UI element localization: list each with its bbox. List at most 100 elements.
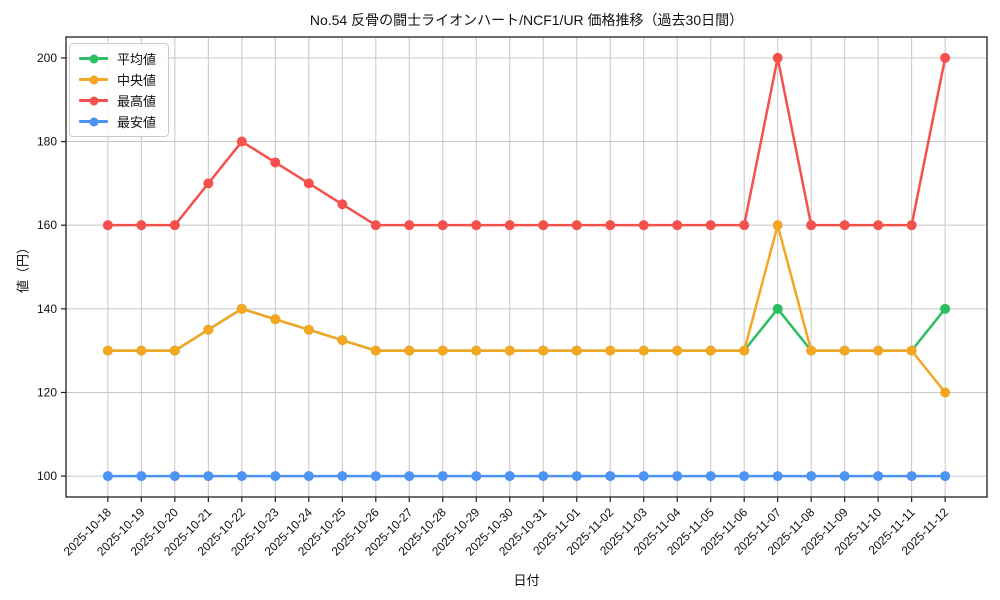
legend-item-min: 最安値: [79, 113, 156, 130]
series-max: [102, 52, 951, 231]
y-tick-label: 160: [37, 218, 57, 232]
data-point-median: [102, 345, 113, 356]
data-point-median: [538, 345, 549, 356]
data-point-median: [906, 345, 917, 356]
data-point-median: [370, 345, 381, 356]
data-point-average: [772, 303, 783, 314]
data-point-min: [538, 471, 549, 482]
data-point-max: [705, 220, 716, 231]
data-point-median: [839, 345, 850, 356]
x-axis-label: 日付: [513, 573, 540, 588]
data-point-median: [270, 314, 281, 325]
data-point-max: [739, 220, 750, 231]
y-tick-label: 100: [37, 469, 57, 483]
data-point-min: [236, 471, 247, 482]
data-point-min: [169, 471, 180, 482]
data-point-min: [303, 471, 314, 482]
data-point-median: [806, 345, 817, 356]
data-point-min: [839, 471, 850, 482]
series-average: [102, 303, 951, 356]
data-point-min: [203, 471, 214, 482]
data-point-min: [404, 471, 415, 482]
data-point-median: [873, 345, 884, 356]
data-point-max: [102, 220, 113, 231]
data-point-min: [437, 471, 448, 482]
data-point-min: [102, 471, 113, 482]
data-point-median: [571, 345, 582, 356]
legend-label-min: 最安値: [117, 115, 157, 130]
data-point-min: [705, 471, 716, 482]
series-line-max: [107, 56, 947, 227]
data-point-max: [873, 220, 884, 231]
data-point-median: [638, 345, 649, 356]
plot-border: [65, 36, 988, 498]
legend-marker-average-icon: [79, 54, 108, 63]
data-point-max: [772, 52, 783, 63]
data-point-max: [136, 220, 147, 231]
legend-label-max: 最高値: [117, 94, 157, 109]
data-point-median: [940, 387, 951, 398]
y-tick-label: 120: [37, 385, 57, 399]
data-point-median: [772, 220, 783, 231]
legend-marker-min-icon: [79, 117, 108, 126]
data-point-max: [571, 220, 582, 231]
y-tick-label: 140: [37, 302, 57, 316]
data-point-median: [337, 335, 348, 346]
data-point-min: [270, 471, 281, 482]
data-point-max: [638, 220, 649, 231]
data-point-min: [605, 471, 616, 482]
data-point-max: [169, 220, 180, 231]
data-point-max: [337, 199, 348, 210]
data-point-min: [739, 471, 750, 482]
legend-label-median: 中央値: [117, 73, 157, 88]
data-point-min: [471, 471, 482, 482]
axis-ticks: 1001201401601802002025-10-182025-10-1920…: [37, 51, 952, 559]
data-point-max: [538, 220, 549, 231]
data-point-min: [672, 471, 683, 482]
legend-marker-median-icon: [79, 75, 108, 84]
data-point-median: [672, 345, 683, 356]
data-point-median: [236, 303, 247, 314]
data-point-median: [705, 345, 716, 356]
chart-legend: 平均値 中央値 最高値 最安値: [69, 43, 170, 137]
data-point-min: [136, 471, 147, 482]
data-point-median: [504, 345, 515, 356]
series-min: [102, 471, 951, 482]
y-tick-label: 200: [37, 51, 57, 65]
data-point-max: [504, 220, 515, 231]
legend-label-average: 平均値: [117, 52, 157, 67]
data-point-max: [203, 178, 214, 189]
data-point-median: [605, 345, 616, 356]
data-point-min: [571, 471, 582, 482]
data-point-max: [404, 220, 415, 231]
data-point-min: [873, 471, 884, 482]
data-point-min: [504, 471, 515, 482]
data-point-median: [404, 345, 415, 356]
y-tick-label: 180: [37, 135, 57, 149]
legend-marker-max-icon: [79, 96, 108, 105]
data-point-median: [437, 345, 448, 356]
data-point-max: [672, 220, 683, 231]
data-point-max: [270, 157, 281, 168]
data-point-max: [437, 220, 448, 231]
data-point-min: [906, 471, 917, 482]
data-point-min: [940, 471, 951, 482]
data-point-max: [303, 178, 314, 189]
data-point-median: [739, 345, 750, 356]
data-point-min: [337, 471, 348, 482]
data-point-min: [806, 471, 817, 482]
chart-title: No.54 反骨の闘士ライオンハート/NCF1/UR 価格推移（過去30日間）: [309, 12, 744, 28]
legend-item-average: 平均値: [79, 50, 156, 67]
data-point-min: [370, 471, 381, 482]
data-point-median: [203, 324, 214, 335]
data-point-median: [303, 324, 314, 335]
data-point-max: [940, 52, 951, 63]
legend-item-max: 最高値: [79, 92, 156, 109]
data-point-average: [940, 303, 951, 314]
data-point-max: [236, 136, 247, 147]
data-point-max: [370, 220, 381, 231]
series-line-median: [107, 223, 947, 394]
data-point-median: [471, 345, 482, 356]
